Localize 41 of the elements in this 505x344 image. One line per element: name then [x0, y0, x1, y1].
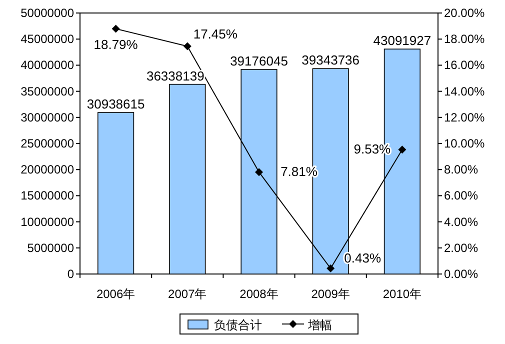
y-tick-label: 30000000	[20, 110, 74, 124]
y2-tick-label: 0.00%	[444, 267, 478, 281]
y-tick-label: 0	[67, 267, 74, 281]
y2-tick-label: 14.00%	[444, 84, 486, 98]
y2-tick-label: 8.00%	[444, 162, 478, 177]
data-label: 30938615	[86, 96, 145, 112]
y-tick-label: 40000000	[20, 58, 74, 72]
point	[112, 24, 120, 33]
y2-tick-label: 6.00%	[444, 188, 478, 203]
y2-tick-label: 10.00%	[444, 136, 486, 150]
y2-tick-label: 16.00%	[444, 58, 486, 72]
legend-label: 增幅	[307, 318, 332, 332]
x-tick-label: 2009年	[311, 287, 350, 301]
y2-tick-label: 12.00%	[444, 110, 486, 124]
y-tick-label: 25000000	[20, 136, 74, 150]
y-tick-label: 50000000	[20, 6, 74, 20]
point	[398, 146, 406, 154]
y-tick-label: 15000000	[20, 188, 74, 203]
x-tick-label: 2006年	[96, 287, 136, 301]
y2-tick-label: 18.00%	[444, 32, 486, 46]
x-tick-label: 2008年	[240, 287, 278, 301]
data-label: 43091927	[373, 33, 432, 48]
point	[183, 42, 192, 50]
point	[326, 264, 335, 272]
data-label: 17.45%	[193, 26, 238, 42]
data-label: 36338139	[146, 68, 204, 84]
y-tick-label: 20000000	[20, 162, 74, 177]
data-label: 39343736	[302, 52, 360, 68]
y2-tick-label: 20.00%	[444, 6, 486, 20]
y-tick-label: 5000000	[27, 240, 74, 255]
x-tick-label: 2007年	[168, 287, 207, 301]
data-label: 39176045	[230, 54, 288, 68]
point	[255, 168, 263, 176]
y2-tick-label: 2.00%	[444, 240, 478, 255]
y-tick-label: 35000000	[20, 84, 74, 98]
x-tick-label: 2010年	[382, 287, 422, 301]
y-tick-label: 10000000	[20, 214, 74, 229]
y2-tick-label: 4.00%	[444, 214, 478, 229]
y-tick-label: 45000000	[20, 32, 74, 46]
legend-label: 负债合计	[214, 318, 262, 332]
data-label: 18.79%	[94, 36, 138, 52]
